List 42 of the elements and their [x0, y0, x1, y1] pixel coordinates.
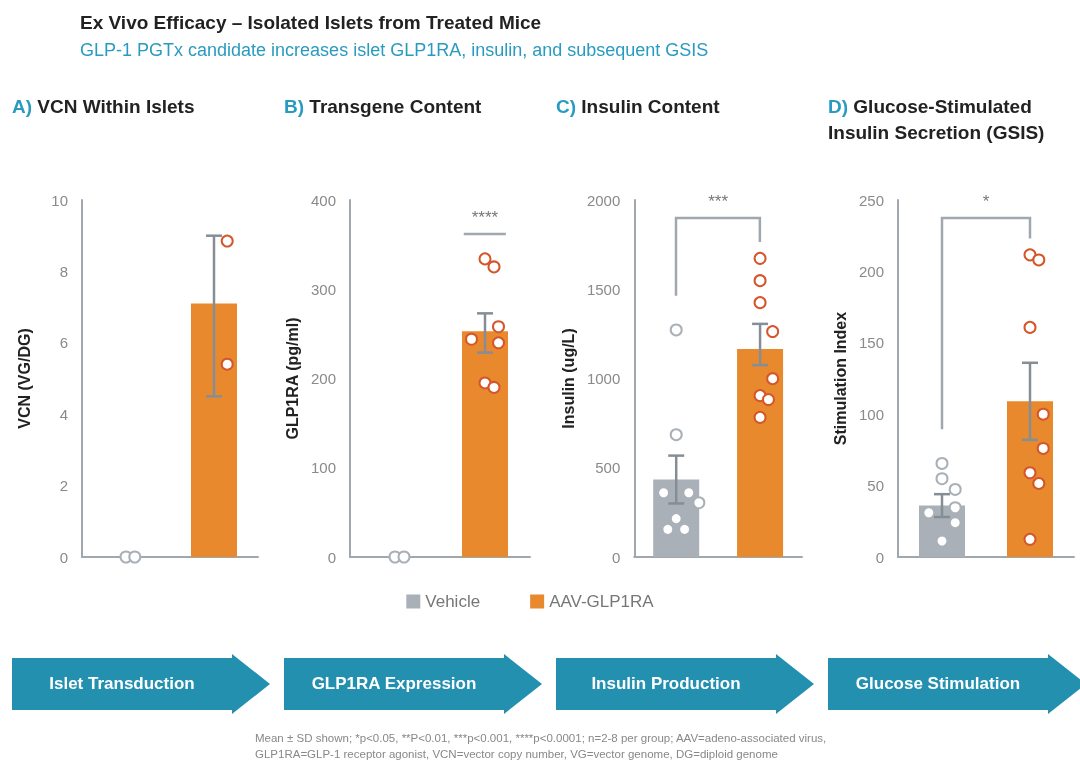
chart-title: D) Glucose-Stimulated Insulin Secretion (GSIS)	[828, 95, 1046, 145]
y-tick-label: 300	[310, 280, 336, 298]
y-tick-label: 200	[310, 370, 336, 387]
annotation: ****	[470, 207, 500, 228]
y-tick-label: 250	[858, 191, 884, 209]
chart-title: A) VCN Within Islets	[12, 95, 196, 119]
y-tick-label: 100	[310, 459, 336, 477]
chart-title: B) Transgene Content	[284, 95, 483, 119]
text: GLP-1 PGTx candidate increases islet GLP1RA, insulin, and subsequent GSIS	[80, 40, 709, 61]
y-tick-label: 0	[59, 548, 68, 566]
y-axis-title: GLP1RA (pg/ml)	[283, 317, 301, 440]
y-tick-label: 0	[327, 548, 336, 566]
y-axis-title: VCN (VG/DG)	[15, 328, 33, 429]
y-tick-label: 50	[867, 477, 884, 495]
y-axis-title: Insulin (ug/L)	[559, 328, 577, 429]
text: Mean ± SD shown; *p<0.05, **P<0.01, ***p<0.001, ****p<0.0001; n=2-8 per group; AAV=adeno-associated virus, GLP1RA=GLP-1 receptor agonist, VCN=vector copy number, VG=vector genome, DG=diploid genome	[255, 731, 828, 762]
text: Islet Transduction	[48, 673, 196, 695]
y-tick-label: 400	[310, 191, 336, 209]
text: GLP1RA Expression	[310, 673, 478, 695]
y-tick-label: 10	[51, 191, 68, 209]
text: Ex Vivo Efficacy – Isolated Islets from Treated Mice	[80, 12, 542, 34]
y-tick-label: 0	[611, 548, 621, 566]
annotation: *	[981, 191, 991, 212]
y-tick-label: 6	[59, 334, 68, 352]
y-tick-label: 2	[59, 477, 68, 495]
y-tick-label: 200	[858, 262, 884, 280]
legend-label: AAV-GLP1RA	[549, 592, 655, 611]
annotation: ***	[707, 191, 730, 212]
y-tick-label: 0	[875, 548, 884, 566]
chart-title: C) Insulin Content	[556, 95, 721, 119]
y-axis-title: Stimulation Index	[831, 311, 849, 446]
y-tick-label: 150	[858, 334, 884, 352]
text: Insulin Production	[590, 673, 742, 695]
y-tick-label: 4	[59, 405, 68, 423]
text: Glucose Stimulation	[854, 673, 1022, 695]
y-tick-label: 1500	[586, 280, 621, 298]
y-tick-label: 1000	[586, 370, 621, 387]
y-tick-label: 500	[595, 459, 621, 477]
y-tick-label: 8	[59, 262, 68, 280]
legend-label: Vehicle	[425, 592, 481, 611]
y-tick-label: 100	[858, 405, 884, 423]
y-tick-label: 2000	[586, 191, 621, 209]
